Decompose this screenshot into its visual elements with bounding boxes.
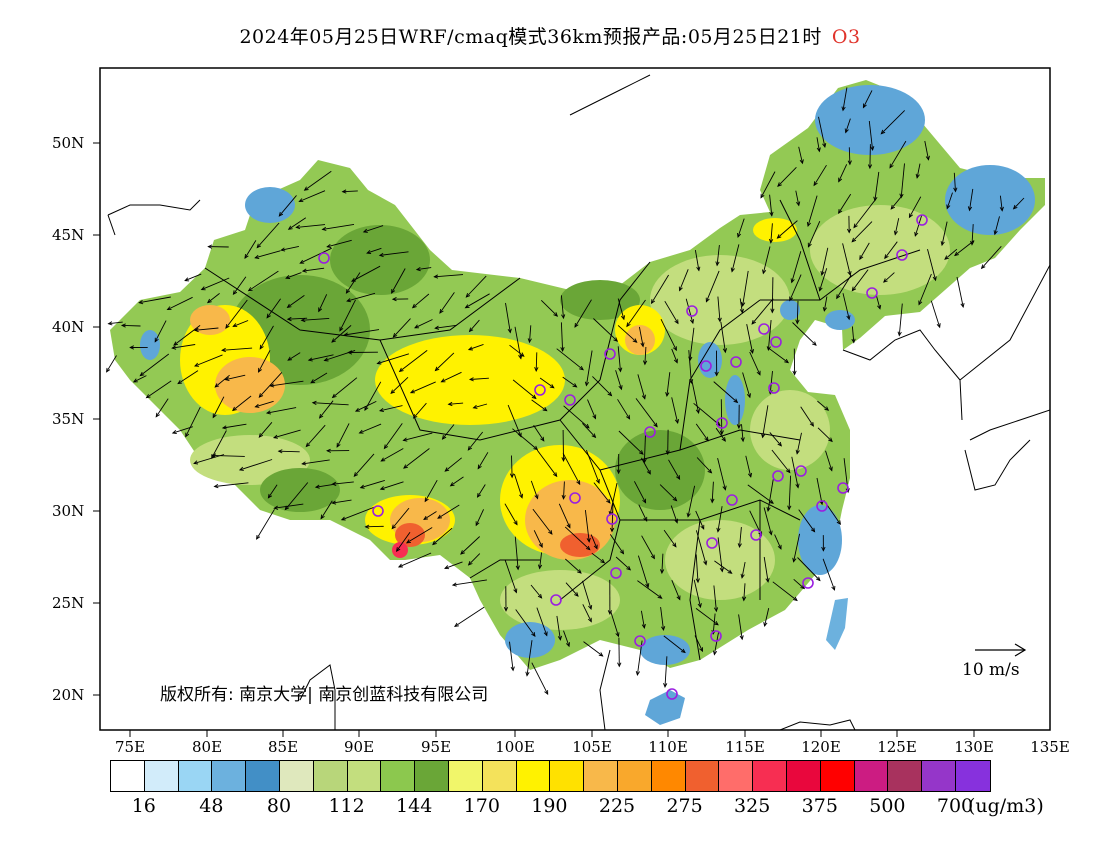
colorbar-cell bbox=[617, 761, 652, 791]
lon-label-80e: 80E bbox=[191, 738, 223, 756]
monitoring-stations bbox=[318, 214, 928, 700]
colorbar-label: 144 bbox=[396, 795, 433, 817]
colorbar-cell bbox=[719, 761, 754, 791]
colorbar-cell bbox=[279, 761, 314, 791]
colorbar-cell bbox=[955, 761, 990, 791]
taiwan-island bbox=[826, 598, 848, 650]
map-field bbox=[106, 74, 1050, 730]
colorbar-cell bbox=[651, 761, 686, 791]
colorbar-label: 80 bbox=[266, 795, 292, 817]
species-label: O3 bbox=[831, 26, 861, 48]
colorbar-cell bbox=[516, 761, 551, 791]
colorbar-label: 700 bbox=[936, 795, 974, 817]
lon-label-75e: 75E bbox=[114, 738, 146, 756]
lat-label-30n: 30N bbox=[52, 502, 85, 520]
title-text: 2024年05月25日WRF/cmaq模式36km预报产品:05月25日21时 bbox=[239, 26, 822, 48]
lat-label-35n: 35N bbox=[52, 410, 85, 428]
colorbar-unit: (ug/m3) bbox=[968, 795, 1044, 817]
lon-label-100e: 100E bbox=[495, 738, 535, 756]
lat-label-45n: 45N bbox=[52, 226, 85, 244]
ozone-peak-zone bbox=[392, 542, 408, 558]
colorbar-label: 325 bbox=[734, 795, 771, 817]
lat-label-25n: 25N bbox=[52, 594, 85, 612]
lon-label-85e: 85E bbox=[267, 738, 299, 756]
colorbar-label: 48 bbox=[199, 795, 224, 817]
lat-label-40n: 40N bbox=[52, 318, 85, 336]
map-title: 2024年05月25日WRF/cmaq模式36km预报产品:05月25日21时 O… bbox=[0, 22, 1100, 49]
colorbar-label: 190 bbox=[531, 795, 568, 817]
lon-label-95e: 95E bbox=[420, 738, 452, 756]
lon-label-105e: 105E bbox=[572, 738, 612, 756]
colorbar-label: 500 bbox=[869, 795, 906, 817]
colorbar-label: 112 bbox=[328, 795, 365, 817]
lat-label-20n: 20N bbox=[52, 686, 85, 704]
blue-zones bbox=[140, 85, 1035, 665]
colorbar-cell bbox=[144, 761, 179, 791]
colorbar-cell bbox=[448, 761, 483, 791]
colorbar-label: 170 bbox=[463, 795, 500, 817]
axis-ticks bbox=[93, 142, 975, 737]
colorbar-cell bbox=[178, 761, 213, 791]
lon-label-135e: 135E bbox=[1030, 738, 1070, 756]
lon-label-110e: 110E bbox=[648, 738, 688, 756]
colorbar-label: 375 bbox=[801, 795, 838, 817]
colorbar-cell bbox=[415, 761, 449, 791]
colorbar-cell bbox=[111, 761, 145, 791]
hainan-island bbox=[645, 690, 685, 725]
copyright-text: 版权所有: 南京大学| 南京创蓝科技有限公司 bbox=[160, 685, 489, 705]
colorbar-cell bbox=[313, 761, 348, 791]
colorbar-cell bbox=[482, 761, 517, 791]
lon-label-90e: 90E bbox=[343, 738, 375, 756]
colorbar-cell bbox=[381, 761, 416, 791]
lon-label-120e: 120E bbox=[801, 738, 841, 756]
colorbar-cell bbox=[820, 761, 855, 791]
lat-label-50n: 50N bbox=[52, 134, 85, 152]
colorbar bbox=[110, 760, 991, 792]
colorbar-cell bbox=[550, 761, 585, 791]
wind-scale-label: 10 m/s bbox=[962, 660, 1020, 680]
colorbar-cell bbox=[753, 761, 787, 791]
colorbar-cell bbox=[347, 761, 382, 791]
lon-label-125e: 125E bbox=[877, 738, 917, 756]
colorbar-cell bbox=[922, 761, 956, 791]
colorbar-cell bbox=[212, 761, 247, 791]
colorbar-label: 275 bbox=[666, 795, 703, 817]
colorbar-cell bbox=[888, 761, 923, 791]
lon-label-115e: 115E bbox=[725, 738, 765, 756]
wind-vector-field bbox=[106, 87, 1025, 696]
wind-scale-arrow bbox=[975, 643, 1027, 657]
colorbar-cell bbox=[584, 761, 618, 791]
colorbar-cell bbox=[786, 761, 821, 791]
map-frame bbox=[99, 67, 1051, 731]
colorbar-cell bbox=[246, 761, 280, 791]
colorbar-label: 225 bbox=[598, 795, 636, 817]
coastlines bbox=[107, 74, 1050, 730]
province-boundaries bbox=[204, 199, 921, 661]
lon-label-130e: 130E bbox=[954, 738, 994, 756]
colorbar-cell bbox=[854, 761, 889, 791]
colorbar-label: 16 bbox=[131, 795, 156, 817]
colorbar-cell bbox=[685, 761, 720, 791]
